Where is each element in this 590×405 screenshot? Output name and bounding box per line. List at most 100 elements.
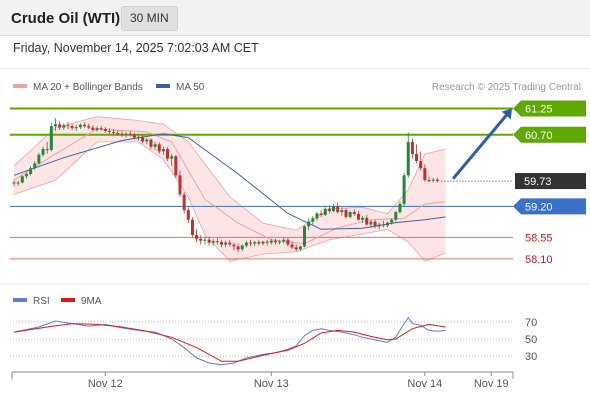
candle-body (390, 219, 394, 223)
candle-body (41, 149, 45, 155)
candle (58, 121, 62, 131)
price-chart[interactable]: MA 20 + Bollinger Bands MA 50 Research ©… (0, 69, 590, 400)
resistance-tag-0: 61.25 (513, 100, 586, 117)
candle-body (70, 126, 74, 129)
candle (74, 125, 78, 131)
price-levels (10, 107, 513, 260)
candle (145, 137, 149, 145)
candle-body (24, 173, 28, 177)
timeframe-button[interactable]: 30 MIN (121, 6, 178, 31)
candle (33, 161, 37, 171)
candle (348, 211, 352, 219)
pivot-tag-bg (513, 198, 586, 215)
candle-body (87, 126, 91, 128)
candle-body (377, 224, 381, 227)
candle (166, 147, 170, 162)
candle (116, 130, 120, 136)
candle-body (112, 131, 116, 133)
candle-body (415, 153, 419, 162)
candle-body (361, 217, 365, 220)
candle (377, 222, 381, 230)
candle (253, 240, 257, 247)
candle (332, 203, 336, 213)
rsi-ma-legend-swatch (61, 298, 75, 302)
candle-body (186, 210, 190, 220)
candle (303, 225, 306, 248)
resistance-tag-bg (513, 100, 586, 117)
candle-body (20, 176, 24, 183)
candle (45, 141, 49, 154)
ma50-legend-label: MA 50 (176, 82, 205, 93)
time-axis: Nov 12 Nov 13 Nov 14 Nov 19 (11, 371, 514, 390)
candle-body (369, 221, 373, 225)
candle-body (16, 182, 20, 184)
candle (220, 239, 223, 248)
candle (327, 205, 331, 214)
ma50-legend-swatch (156, 84, 170, 88)
candle (431, 177, 435, 183)
candle (153, 141, 157, 151)
candle-body (149, 139, 153, 147)
candle (87, 123, 91, 130)
candle (41, 146, 45, 157)
time-tick-label: Nov 13 (254, 378, 289, 390)
candle-body (315, 213, 319, 219)
candle-body (427, 180, 431, 182)
candle (66, 121, 70, 130)
candle (62, 122, 66, 131)
candle-body (58, 124, 62, 128)
candle-body (107, 130, 111, 132)
candle-body (137, 136, 140, 138)
candle (178, 170, 182, 197)
candle (16, 180, 20, 186)
candle-body (199, 238, 203, 241)
candle-body (37, 154, 41, 164)
candle-body (394, 212, 398, 220)
candle-body (340, 210, 344, 213)
candle (190, 216, 194, 238)
candle-body (257, 242, 261, 244)
candle (265, 239, 269, 246)
candle (95, 126, 99, 132)
candle (244, 240, 248, 248)
candle (361, 215, 365, 224)
candle (29, 165, 33, 176)
bollinger-upper-line (13, 116, 446, 231)
candle (70, 124, 74, 131)
candle (211, 238, 215, 246)
candle (120, 130, 124, 137)
candle (249, 239, 253, 247)
candle (286, 237, 290, 247)
candle-body (398, 203, 402, 213)
resistance-label: 60.70 (525, 130, 553, 142)
candle-body (282, 239, 286, 242)
candle-body (62, 125, 66, 128)
candle (182, 192, 186, 214)
level-labels: 61.25 60.70 59.73 59.20 58.55 58.10 (513, 100, 586, 266)
candle-body (278, 241, 282, 243)
candle-body (141, 136, 145, 142)
chart-header: Crude Oil (WTI) 30 MIN (0, 0, 590, 36)
candle (415, 144, 419, 164)
candle (203, 236, 207, 245)
rsi-tick-label: 70 (525, 317, 537, 329)
candle-body (431, 179, 435, 181)
candle-body (207, 239, 211, 243)
candle (394, 211, 398, 222)
ma50-line (13, 133, 446, 230)
candle (386, 221, 389, 228)
candle-body (269, 240, 273, 243)
candle-body (435, 179, 439, 182)
candle (112, 129, 116, 135)
candle-body (319, 213, 323, 215)
candle-body (220, 242, 223, 245)
candle-body (66, 125, 70, 127)
candle-body (244, 242, 248, 246)
candle-body (406, 141, 410, 176)
candle-body (298, 246, 302, 250)
candle-body (78, 124, 82, 128)
resistance-label: 61.25 (525, 104, 553, 116)
candle (24, 172, 28, 179)
candle (352, 209, 356, 216)
resistance-tag-1: 60.70 (513, 126, 586, 143)
